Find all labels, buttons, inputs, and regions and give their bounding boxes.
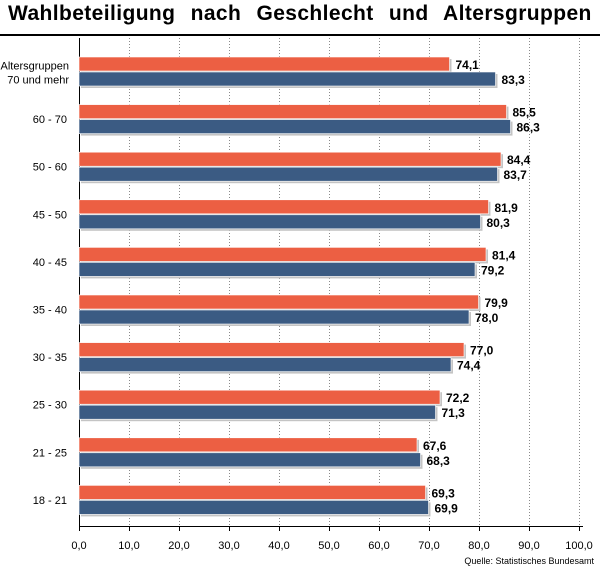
bar: [78, 71, 496, 87]
bar: [78, 151, 502, 167]
labels: 74,1 83,3 Altersgruppen 70 und mehr 85,586,3…: [1, 58, 541, 515]
bar: [78, 214, 481, 230]
bar: [78, 452, 421, 468]
bar: [78, 309, 470, 325]
value-label: 68,3: [427, 454, 451, 468]
bar: [78, 166, 498, 182]
value-label: 78,0: [475, 311, 499, 325]
bar: [78, 104, 507, 119]
value-label: 74,1: [456, 58, 480, 72]
bar: [78, 199, 489, 215]
category-label: 30 - 35: [33, 352, 67, 364]
category-label: 35 - 40: [33, 305, 67, 317]
x-tick-label: 90,0: [518, 540, 539, 552]
category-label: 45 - 50: [33, 209, 67, 221]
value-label: 71,3: [442, 406, 466, 420]
bar: [78, 262, 476, 277]
category-label: 60 - 70: [33, 114, 67, 126]
bar: [78, 119, 511, 134]
x-tick-label: 50,0: [318, 540, 339, 552]
category-label: 50 - 60: [33, 162, 67, 174]
x-tick-label: 70,0: [418, 540, 439, 552]
bar: [78, 294, 479, 310]
category-label: Altersgruppen: [1, 61, 70, 73]
chart-title: Wahlbeteiligung nach Geschlecht und Alte…: [8, 2, 592, 25]
value-label: 85,5: [513, 106, 537, 120]
bar: [78, 500, 429, 515]
value-label: 84,4: [507, 153, 531, 167]
x-tick-label: 30,0: [218, 540, 239, 552]
category-label: 70 und mehr: [7, 75, 69, 87]
value-label: 83,3: [502, 73, 526, 87]
value-label: 79,9: [485, 296, 509, 310]
category-label: 25 - 30: [33, 400, 67, 412]
bar: [78, 56, 450, 72]
x-tick-label: 10,0: [118, 540, 139, 552]
value-label: 69,3: [432, 486, 456, 500]
bars: [78, 56, 513, 517]
category-label: 40 - 45: [33, 257, 67, 269]
x-tick-label: 0,0: [71, 540, 86, 552]
x-tick-label: 100,0: [565, 540, 593, 552]
bar: [78, 485, 426, 500]
value-label: 74,4: [457, 359, 481, 373]
bar: [78, 357, 452, 372]
value-label: 80,3: [487, 216, 511, 230]
value-label: 81,9: [495, 201, 519, 215]
bar: [78, 437, 418, 453]
title-rule: [0, 34, 600, 36]
value-label: 67,6: [423, 439, 447, 453]
category-label: 18 - 21: [33, 495, 67, 507]
value-label: 69,9: [435, 501, 459, 515]
source-note: Quelle: Statistisches Bundesamt: [464, 556, 594, 566]
x-tick-label: 80,0: [468, 540, 489, 552]
category-label: 21 - 25: [33, 447, 67, 459]
x-tick-label: 40,0: [268, 540, 289, 552]
value-label: 77,0: [470, 344, 494, 358]
bar: [78, 342, 465, 357]
value-label: 83,7: [504, 168, 528, 182]
value-label: 72,2: [446, 391, 470, 405]
value-label: 86,3: [517, 121, 541, 135]
x-tick-label: 60,0: [368, 540, 389, 552]
value-label: 81,4: [492, 248, 516, 262]
bar: [78, 404, 436, 420]
x-tick-label: 20,0: [168, 540, 189, 552]
bar: [78, 247, 487, 262]
value-label: 79,2: [481, 263, 505, 277]
bar: [78, 389, 441, 405]
x-axis: 0,0 10,0 20,0 30,0 40,0 50,0 60,0 70,0 80,0 90,0 1…: [71, 38, 593, 552]
